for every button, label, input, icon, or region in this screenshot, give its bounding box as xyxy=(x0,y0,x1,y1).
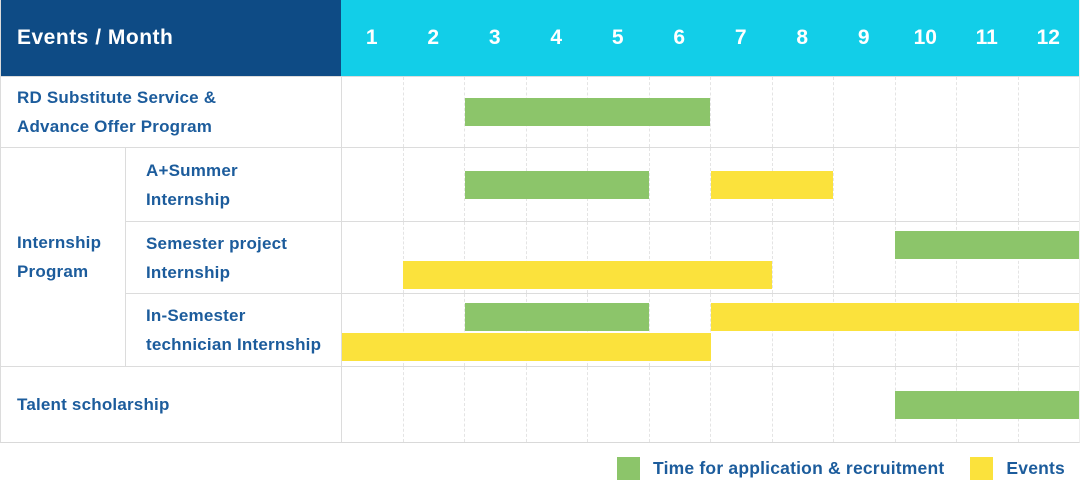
legend-item-application: Time for application & recruitment xyxy=(617,457,944,480)
month-label-6: 6 xyxy=(673,26,686,49)
month-cell xyxy=(894,148,957,221)
row-label-line: Advance Offer Program xyxy=(17,117,213,136)
legend-label-application: Time for application & recruitment xyxy=(653,458,945,478)
group-label-internship-program: Internship Program xyxy=(1,147,125,366)
legend-label-events: Events xyxy=(1006,458,1065,478)
row-label-line: Internship xyxy=(146,262,231,282)
month-cell xyxy=(648,367,711,442)
month-cell xyxy=(587,367,649,442)
group-label-line: Internship xyxy=(17,233,102,252)
month-cell xyxy=(464,367,526,442)
month-cell xyxy=(894,77,957,147)
events-month-header: Events / Month xyxy=(1,0,341,76)
application-bar xyxy=(894,390,1079,419)
month-cell xyxy=(525,222,588,293)
events-swatch xyxy=(970,457,994,480)
row-timeline-a-plus-summer-internship xyxy=(341,147,1079,221)
month-cell xyxy=(464,77,526,147)
row-timeline-semester-project-internship xyxy=(341,221,1079,293)
month-cell xyxy=(402,294,465,366)
gantt-table: Events / Month 1 2 3 4 5 6 7 8 9 10 11 12 RD Substi… xyxy=(0,0,1080,443)
month-label-3: 3 xyxy=(488,26,501,49)
row-label-rd-substitute-service: RD Substitute Service & Advance Offer Pro… xyxy=(1,76,341,147)
events-bar xyxy=(342,333,711,361)
row-label-line: A+Summer xyxy=(146,160,238,180)
month-cell xyxy=(710,222,772,293)
row-label-semester-project-internship: Semester project Internship xyxy=(125,221,341,293)
month-cell xyxy=(833,367,895,442)
month-label-2: 2 xyxy=(427,26,440,49)
row-label-in-semester-technician-internship: In-Semester technician Internship xyxy=(125,293,341,366)
row-label-line: Semester project xyxy=(146,233,288,253)
month-label-8: 8 xyxy=(796,26,809,49)
month-cell xyxy=(833,148,895,221)
month-cell xyxy=(402,222,465,293)
month-cell xyxy=(833,222,895,293)
month-label-9: 9 xyxy=(857,26,870,49)
row-label-a-plus-summer-internship: A+Summer Internship xyxy=(125,147,341,221)
month-cell xyxy=(464,148,526,221)
group-label-line: Program xyxy=(17,262,89,281)
month-label-11: 11 xyxy=(975,26,998,49)
month-cell xyxy=(402,148,465,221)
row-label-talent-scholarship: Talent scholarship xyxy=(1,366,341,442)
events-bar xyxy=(710,170,834,199)
row-label-line: technician Internship xyxy=(146,335,322,354)
month-cell xyxy=(771,222,834,293)
month-gridlines xyxy=(342,77,1079,147)
application-bar xyxy=(464,170,650,199)
row-label-line: In-Semester xyxy=(146,306,246,325)
application-swatch xyxy=(617,457,641,480)
month-cell xyxy=(464,294,526,366)
month-cell xyxy=(710,294,772,366)
month-cell xyxy=(771,367,834,442)
month-cell xyxy=(402,367,465,442)
month-cell xyxy=(710,367,772,442)
month-cell xyxy=(402,77,465,147)
row-timeline-talent-scholarship xyxy=(341,366,1079,442)
month-cell xyxy=(342,148,403,221)
events-bar xyxy=(403,260,772,289)
month-label-4: 4 xyxy=(550,26,563,49)
month-cell xyxy=(648,222,711,293)
row-timeline-in-semester-technician-internship xyxy=(341,293,1079,366)
legend: Time for application & recruitment Events xyxy=(0,457,1080,480)
month-cell xyxy=(710,148,772,221)
month-cell xyxy=(1017,77,1080,147)
month-cell xyxy=(342,222,403,293)
row-label-line: RD Substitute Service & xyxy=(17,88,217,107)
application-bar xyxy=(894,230,1079,259)
month-cell xyxy=(464,222,526,293)
month-cell xyxy=(342,77,403,147)
month-cell xyxy=(1017,148,1080,221)
month-label-1: 1 xyxy=(365,26,378,49)
row-label-line: Internship xyxy=(146,189,231,209)
month-label-5: 5 xyxy=(611,26,624,49)
row-label-line: Talent scholarship xyxy=(17,395,170,414)
month-cell xyxy=(771,77,834,147)
month-cell xyxy=(342,367,403,442)
month-cell xyxy=(587,222,649,293)
month-label-12: 12 xyxy=(1036,26,1060,49)
month-cell xyxy=(956,148,1018,221)
month-header-row: 1 2 3 4 5 6 7 8 9 10 11 12 xyxy=(341,0,1079,76)
month-cell xyxy=(833,77,895,147)
month-cell xyxy=(525,367,588,442)
application-bar xyxy=(464,98,711,126)
month-cell xyxy=(648,148,711,221)
legend-item-events: Events xyxy=(970,457,1065,480)
row-timeline-rd-substitute-service xyxy=(341,76,1079,147)
month-label-7: 7 xyxy=(734,26,747,49)
application-bar xyxy=(464,303,650,331)
events-bar xyxy=(710,303,1079,331)
month-cell xyxy=(710,77,772,147)
month-cell xyxy=(956,77,1018,147)
month-label-10: 10 xyxy=(913,26,937,49)
